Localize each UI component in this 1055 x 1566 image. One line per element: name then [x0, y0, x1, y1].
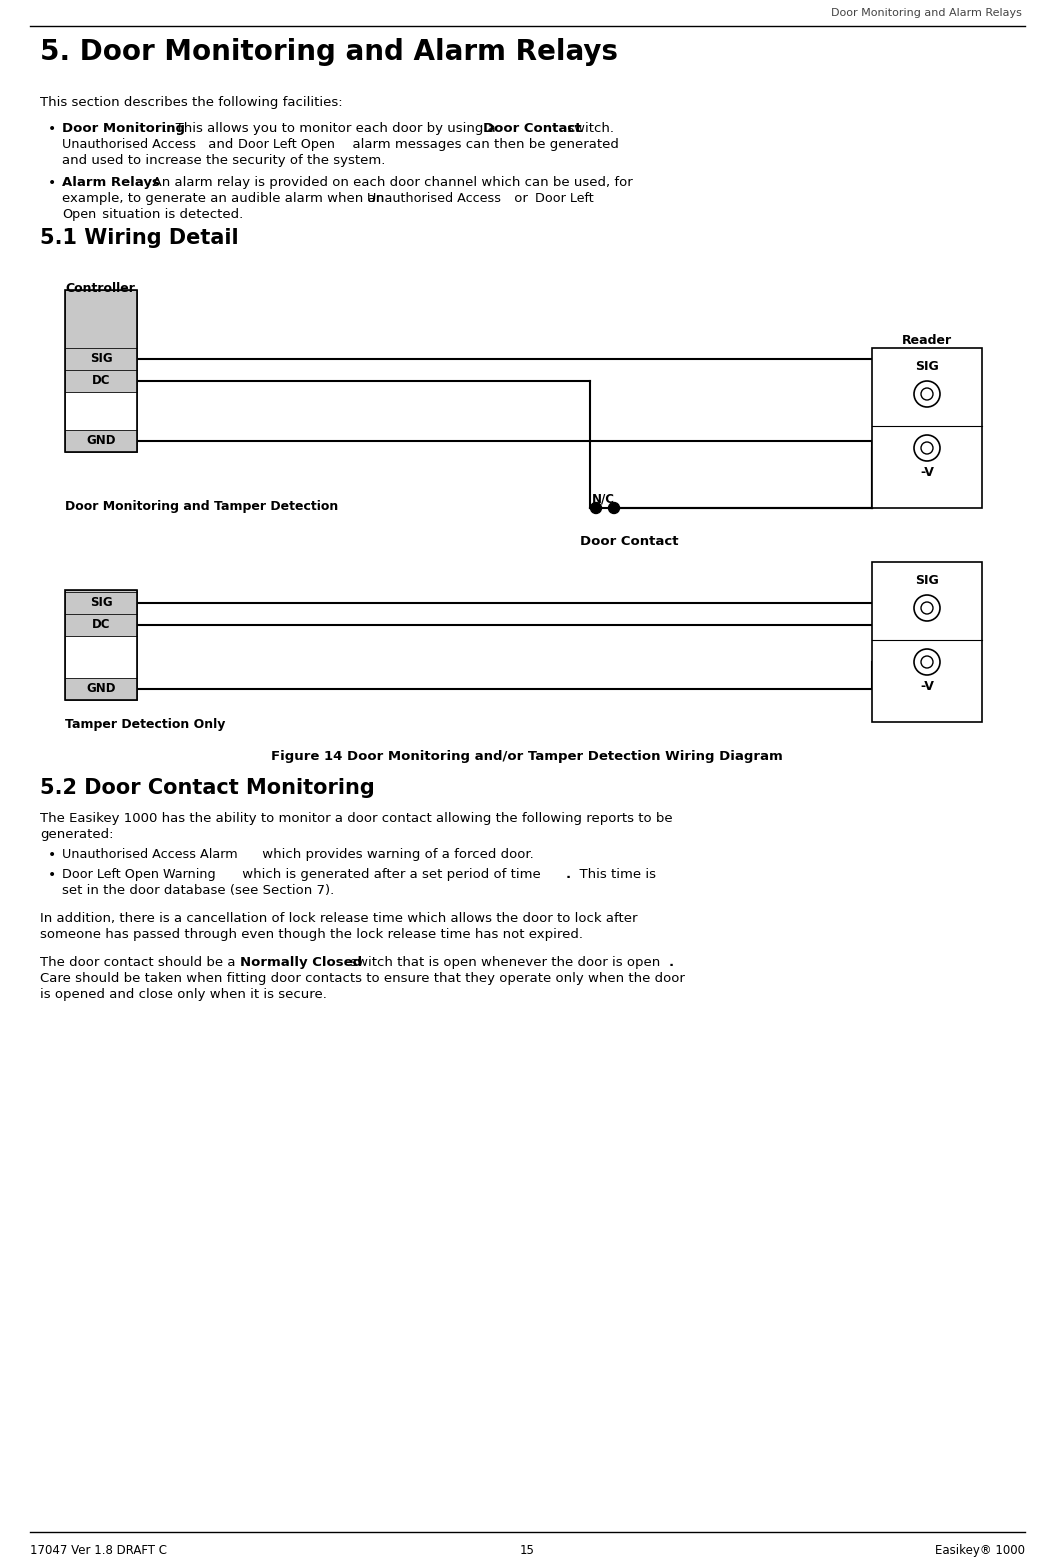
Text: 17047 Ver 1.8 DRAFT C: 17047 Ver 1.8 DRAFT C [30, 1544, 167, 1557]
Circle shape [609, 503, 619, 514]
Text: Door Contact: Door Contact [580, 536, 678, 548]
Text: Door Monitoring: Door Monitoring [62, 122, 185, 135]
Text: -V: -V [920, 680, 934, 694]
Text: •: • [47, 122, 56, 136]
Text: SIG: SIG [90, 597, 112, 609]
Text: 15: 15 [519, 1544, 535, 1557]
Circle shape [921, 656, 933, 669]
Text: The door contact should be a: The door contact should be a [40, 955, 239, 969]
Text: switch.: switch. [563, 122, 614, 135]
Bar [65, 290, 137, 348]
Text: •: • [47, 868, 56, 882]
Text: .: . [669, 955, 674, 969]
Bar [65, 431, 137, 453]
Text: is opened and close only when it is secure.: is opened and close only when it is secu… [40, 988, 327, 1001]
Text: Reader: Reader [902, 334, 952, 348]
Text: .  This allows you to monitor each door by using a: . This allows you to monitor each door b… [164, 122, 500, 135]
Bar [65, 392, 137, 431]
Text: Controller: Controller [65, 282, 135, 294]
Text: or: or [510, 193, 532, 205]
Bar [65, 678, 137, 700]
Text: 5. Door Monitoring and Alarm Relays: 5. Door Monitoring and Alarm Relays [40, 38, 618, 66]
Text: N/C: N/C [592, 492, 615, 504]
Circle shape [914, 381, 940, 407]
Text: Normally Closed: Normally Closed [239, 955, 362, 969]
Text: In addition, there is a cancellation of lock release time which allows the door : In addition, there is a cancellation of … [40, 911, 637, 926]
Text: Door Monitoring and Tamper Detection: Door Monitoring and Tamper Detection [65, 500, 339, 514]
Text: DC: DC [92, 619, 111, 631]
Text: DC: DC [92, 374, 111, 387]
Bar [65, 348, 137, 370]
Text: Door Left: Door Left [535, 193, 594, 205]
Text: This section describes the following facilities:: This section describes the following fac… [40, 96, 343, 110]
Bar [872, 562, 982, 722]
Text: Door Left Open Warning: Door Left Open Warning [62, 868, 215, 882]
Text: alarm messages can then be generated: alarm messages can then be generated [344, 138, 619, 150]
Text: Open: Open [62, 208, 96, 221]
Bar [65, 614, 137, 636]
Text: switch that is open whenever the door is open: switch that is open whenever the door is… [346, 955, 660, 969]
Circle shape [591, 503, 601, 514]
Text: Easikey® 1000: Easikey® 1000 [935, 1544, 1025, 1557]
Text: and: and [204, 138, 237, 150]
Text: •: • [47, 175, 56, 189]
Bar [65, 590, 137, 700]
Text: Alarm Relays: Alarm Relays [62, 175, 160, 189]
Text: Tamper Detection Only: Tamper Detection Only [65, 717, 226, 731]
Text: SIG: SIG [90, 352, 112, 365]
Circle shape [921, 442, 933, 454]
Text: Door Contact: Door Contact [483, 122, 581, 135]
Bar [65, 636, 137, 678]
Text: The Easikey 1000 has the ability to monitor a door contact allowing the followin: The Easikey 1000 has the ability to moni… [40, 813, 673, 825]
Circle shape [921, 601, 933, 614]
Bar [65, 590, 137, 592]
Text: GND: GND [87, 683, 116, 695]
Bar [65, 290, 137, 453]
Text: Unauthorised Access: Unauthorised Access [62, 138, 196, 150]
Text: generated:: generated: [40, 828, 114, 841]
Bar [872, 348, 982, 507]
Text: which is generated after a set period of time: which is generated after a set period of… [238, 868, 541, 882]
Text: and used to increase the security of the system.: and used to increase the security of the… [62, 153, 385, 168]
Text: 5.1 Wiring Detail: 5.1 Wiring Detail [40, 229, 238, 247]
Text: someone has passed through even though the lock release time has not expired.: someone has passed through even though t… [40, 929, 583, 941]
Text: .  An alarm relay is provided on each door channel which can be used, for: . An alarm relay is provided on each doo… [140, 175, 633, 189]
Text: SIG: SIG [915, 575, 939, 587]
Text: GND: GND [87, 434, 116, 448]
Text: situation is detected.: situation is detected. [98, 208, 244, 221]
Bar [65, 592, 137, 614]
Text: 5.2 Door Contact Monitoring: 5.2 Door Contact Monitoring [40, 778, 375, 799]
Text: Unauthorised Access Alarm: Unauthorised Access Alarm [62, 849, 237, 861]
Circle shape [914, 595, 940, 622]
Text: Care should be taken when fitting door contacts to ensure that they operate only: Care should be taken when fitting door c… [40, 972, 685, 985]
Text: Unauthorised Access: Unauthorised Access [367, 193, 501, 205]
Text: Figure 14 Door Monitoring and/or Tamper Detection Wiring Diagram: Figure 14 Door Monitoring and/or Tamper … [271, 750, 783, 763]
Text: which provides warning of a forced door.: which provides warning of a forced door. [258, 849, 534, 861]
Text: •: • [47, 849, 56, 861]
Text: set in the door database (see Section 7).: set in the door database (see Section 7)… [62, 883, 334, 897]
Text: This time is: This time is [571, 868, 656, 882]
Circle shape [914, 435, 940, 460]
Text: SIG: SIG [915, 360, 939, 373]
Circle shape [914, 648, 940, 675]
Text: Door Monitoring and Alarm Relays: Door Monitoring and Alarm Relays [831, 8, 1022, 17]
Circle shape [921, 388, 933, 399]
Text: -V: -V [920, 467, 934, 479]
Text: .: . [565, 868, 571, 882]
Text: Door Left Open: Door Left Open [238, 138, 335, 150]
Text: example, to generate an audible alarm when an: example, to generate an audible alarm wh… [62, 193, 388, 205]
Bar [65, 370, 137, 392]
